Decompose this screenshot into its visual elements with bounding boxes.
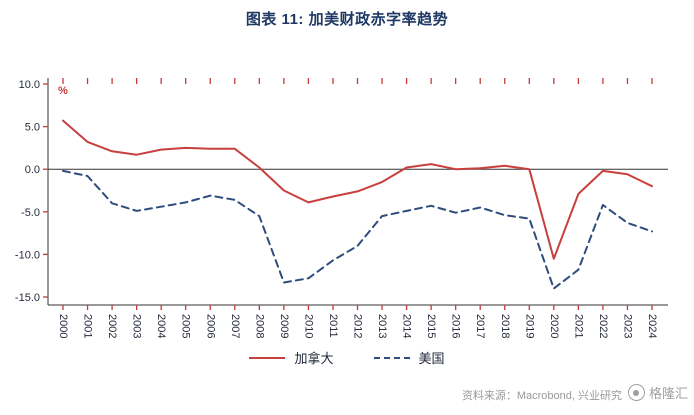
svg-text:2017: 2017 xyxy=(474,314,486,338)
svg-text:2018: 2018 xyxy=(499,314,511,338)
svg-text:5.0: 5.0 xyxy=(25,122,40,134)
canada-line xyxy=(62,119,653,260)
svg-text:2022: 2022 xyxy=(597,314,609,338)
svg-text:2011: 2011 xyxy=(327,314,339,338)
us-line-swatch-icon xyxy=(373,356,410,359)
y-axis: 10.0 5.0 0.0 -5.0 -10.0 -15.0% xyxy=(15,79,68,304)
svg-text:2008: 2008 xyxy=(253,314,265,338)
legend-item-canada: 加拿大 xyxy=(249,348,334,367)
watermark-logo-icon xyxy=(627,384,645,401)
canada-line-swatch-icon xyxy=(249,356,286,359)
us-line xyxy=(62,169,653,290)
svg-text:2024: 2024 xyxy=(646,314,658,338)
svg-text:2007: 2007 xyxy=(229,314,241,338)
watermark-text: 格隆汇 xyxy=(648,386,688,401)
svg-text:2014: 2014 xyxy=(401,314,413,338)
svg-text:2019: 2019 xyxy=(523,314,535,338)
svg-text:2010: 2010 xyxy=(302,314,314,338)
svg-text:%: % xyxy=(58,85,68,97)
chart-legend: 加拿大 美国 xyxy=(0,348,694,367)
deficit-line-chart: 10.05.00.0-5.0-10.0-15.0%2000 2001 2002 200… xyxy=(15,78,668,338)
svg-text:-5.0: -5.0 xyxy=(21,207,40,219)
svg-text:2003: 2003 xyxy=(131,314,143,338)
svg-text:2016: 2016 xyxy=(450,314,462,338)
svg-text:2020: 2020 xyxy=(548,314,560,338)
svg-text:2021: 2021 xyxy=(572,314,584,338)
svg-text:2006: 2006 xyxy=(204,314,216,338)
svg-text:2000: 2000 xyxy=(57,314,69,338)
svg-text:2009: 2009 xyxy=(278,314,290,338)
svg-text:2015: 2015 xyxy=(425,314,437,338)
svg-text:10.0: 10.0 xyxy=(19,79,40,91)
x-axis: 2000 2001 2002 2003 2004 2005 2006 2007 2008 2009… xyxy=(57,78,658,338)
watermark: 格隆汇 xyxy=(627,383,688,402)
svg-text:2013: 2013 xyxy=(376,314,388,338)
source-note: 资料来源：Macrobond, 兴业研究 xyxy=(461,390,622,402)
legend-label-canada: 加拿大 xyxy=(294,351,334,366)
legend-label-us: 美国 xyxy=(418,351,445,366)
svg-text:0.0: 0.0 xyxy=(25,164,40,176)
chart-title: 图表 11: 加美财政赤字率趋势 xyxy=(245,11,449,28)
svg-text:2001: 2001 xyxy=(82,314,94,338)
svg-text:2004: 2004 xyxy=(155,314,167,338)
svg-text:2023: 2023 xyxy=(621,314,633,338)
legend-item-us: 美国 xyxy=(373,348,445,367)
svg-text:-15.0: -15.0 xyxy=(15,292,40,304)
svg-text:2005: 2005 xyxy=(180,314,192,338)
svg-text:-10.0: -10.0 xyxy=(15,249,40,261)
svg-text:2012: 2012 xyxy=(352,314,364,338)
svg-text:2002: 2002 xyxy=(106,314,118,338)
